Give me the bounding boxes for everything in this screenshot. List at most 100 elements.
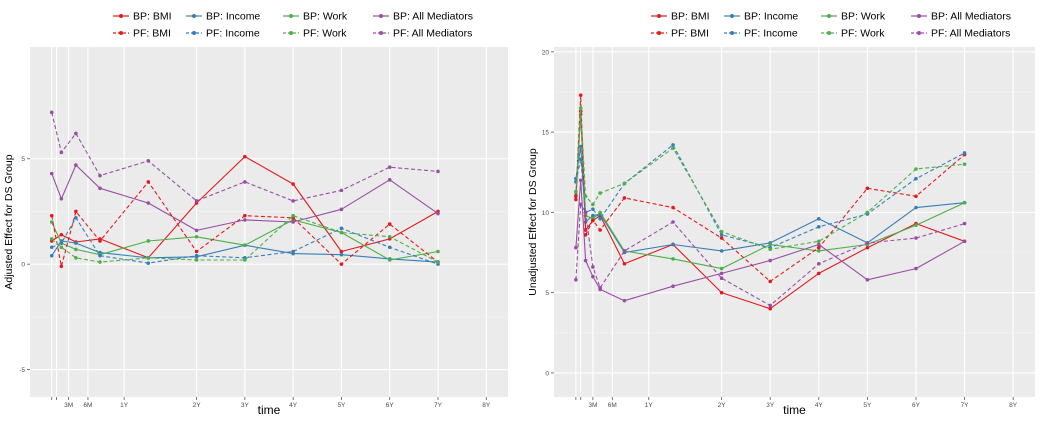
chart1-data-point [914, 236, 918, 240]
chart0-series-3 [49, 163, 440, 233]
chart1-legend-key-point [917, 31, 921, 35]
chart0-x-tick-label: 8Y [482, 402, 491, 409]
chart1-data-point [816, 249, 821, 253]
chart0-x-tick-label: 6Y [386, 402, 395, 409]
chart1-legend-label: PF: Work [841, 28, 885, 40]
chart0-legend-key-point [119, 31, 123, 35]
chart0-data-point [243, 213, 247, 218]
chart1-legend-label: BP: Income [744, 11, 798, 23]
chart0-data-point [146, 159, 151, 163]
chart0-data-point [146, 239, 151, 243]
chart1-data-point [816, 239, 821, 244]
chart0-data-point [243, 154, 247, 159]
chart1-data-point [574, 197, 578, 202]
chart0-data-point [194, 228, 199, 233]
chart0-legend-key-point [379, 14, 383, 18]
chart1-data-point [622, 196, 627, 200]
chart0-data-point [194, 249, 199, 254]
chart1-x-tick-label: 3Y [766, 402, 775, 409]
chart0-y-tick-label: 0 [21, 262, 25, 269]
chart0-data-point [436, 260, 440, 264]
chart1-data-point [719, 249, 724, 253]
chart1-data-point [816, 245, 821, 250]
chart1-data-point [622, 261, 627, 266]
chart1-x-tick-label: 8Y [1009, 402, 1018, 409]
chart1-data-point [574, 189, 578, 194]
chart1-legend-label: PF: Income [744, 28, 798, 40]
chart0-data-point [146, 180, 151, 184]
chart0-legend-key-point [192, 14, 196, 18]
chart1-legend-key-point [827, 31, 831, 35]
chart1-y-tick-label: 5 [545, 290, 549, 297]
chart1-data-point [719, 233, 724, 237]
chart1-data-point [574, 245, 578, 250]
chart1-legend-label: PF: BMI [671, 28, 709, 40]
chart1-data-point [671, 205, 675, 210]
chart0-series-5 [49, 215, 440, 266]
chart1: 0 5 10 15 20 3M 6M 1Y 2Y 3Y 4Y 5Y 6Y 7Y 8Y time Unadjust… [527, 11, 1035, 417]
chart1-data-point [962, 239, 967, 244]
chart1-legend-key-point [730, 31, 734, 35]
chart0-x-tick-label: 3Y [241, 402, 250, 409]
chart1-data-point [816, 271, 821, 276]
chart1-legend-key-point [657, 14, 661, 18]
chart1-data-point [578, 144, 583, 149]
chart1-data-point [583, 233, 588, 237]
chart1-data-point [914, 205, 918, 210]
chart0-x-axis-title: time [258, 403, 281, 417]
chart1-data-point [719, 236, 724, 240]
chart0-legend-label: PF: BMI [133, 28, 171, 40]
chart1-data-point [865, 210, 870, 215]
chart0-data-point [59, 245, 64, 250]
chart1-data-point [816, 225, 821, 229]
chart1-y-tick-label: 20 [542, 49, 550, 56]
chart1-data-point [578, 93, 583, 97]
chart0-data-point [339, 226, 344, 231]
chart1-x-tick-label: 6Y [912, 402, 921, 409]
chart0-legend-key-point [289, 31, 293, 35]
chart1-data-point [719, 276, 724, 280]
chart0-x-tick-label: 5Y [337, 402, 346, 409]
chart1-legend-label: BP: BMI [671, 11, 710, 23]
chart1-legend-key-point [657, 31, 661, 35]
chart0-data-point [339, 188, 344, 193]
chart1-data-point [865, 186, 870, 191]
chart0-series-line [51, 112, 439, 202]
chart0-x-tick-label: 4Y [289, 402, 298, 409]
chart0-legend-label: PF: Income [206, 28, 260, 40]
chart1-data-point [598, 210, 602, 215]
chart1-legend-label: PF: All Mediators [931, 28, 1010, 40]
chart1-data-point [865, 241, 870, 245]
chart1-data-point [583, 194, 588, 199]
chart1-data-point [719, 290, 724, 295]
chart1-x-tick-label: 7Y [961, 402, 970, 409]
chart1-data-point [671, 143, 675, 147]
chart0-data-point [387, 258, 392, 262]
chart0-data-point [74, 131, 78, 136]
chart0-data-point [59, 241, 64, 245]
chart1-x-tick-label: 6M [608, 402, 617, 409]
chart1-data-point [622, 249, 627, 253]
chart1-data-point [578, 106, 583, 110]
chart1-data-point [914, 266, 918, 271]
chart1-x-tick-label: 2Y [718, 402, 727, 409]
chart1-data-point [591, 274, 595, 279]
chart0-series-6 [49, 213, 440, 264]
chart1-data-point [591, 202, 595, 207]
chart0-data-point [194, 258, 199, 262]
chart1-legend: BP: BMI BP: Income BP: Work BP: All Mediato… [651, 11, 1011, 40]
chart0-data-point [387, 245, 392, 250]
chart0-legend-key-point [119, 14, 123, 18]
chart0-data-point [98, 186, 102, 191]
chart0-data-point [194, 199, 199, 203]
chart1-legend-label: BP: Work [841, 11, 886, 23]
chart0-legend-key-point [192, 31, 196, 35]
chart1-data-point [598, 216, 602, 221]
chart0-data-point [291, 213, 295, 218]
chart0-data-point [49, 245, 54, 250]
chart1-data-point [914, 223, 918, 228]
chart1-data-point [671, 257, 675, 261]
chart1-data-point [671, 284, 675, 289]
chart1-data-point [591, 207, 595, 211]
chart1-data-point [816, 261, 821, 266]
